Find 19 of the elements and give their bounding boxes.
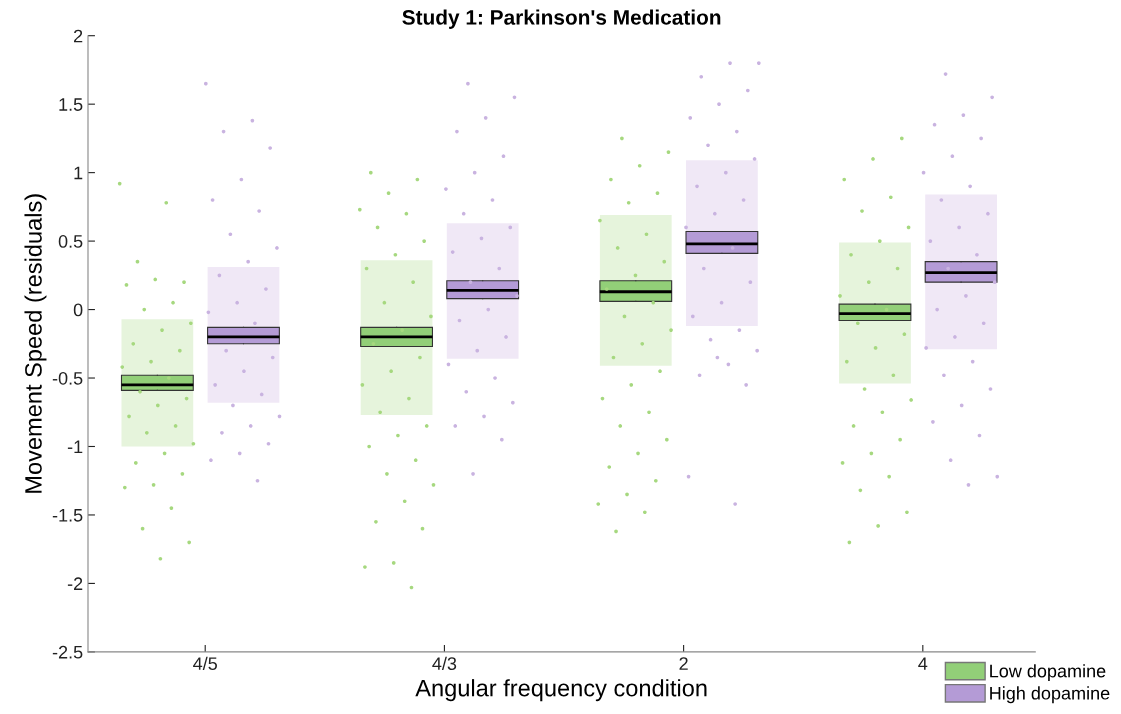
y-tick-label: -0.5 xyxy=(52,371,83,385)
y-axis-title: Movement Speed (residuals) xyxy=(24,194,47,493)
x-tick-label: 2 xyxy=(679,657,688,670)
y-tick-label: -1 xyxy=(67,440,83,454)
y-tick-label: 1.5 xyxy=(59,98,83,111)
y-tick-label: -2 xyxy=(67,577,83,590)
x-tick-label: 4/3 xyxy=(432,656,457,671)
x-tick-label: 4 xyxy=(918,657,928,670)
y-tick-label: -2.5 xyxy=(52,645,83,659)
y-tick-label: 1 xyxy=(74,166,83,180)
legend-label: High dopamine xyxy=(990,686,1110,704)
y-tick-label: 0.5 xyxy=(58,235,83,248)
x-axis-title: Angular frequency condition xyxy=(415,679,707,702)
chart-title: Study 1: Parkinson's Medication xyxy=(402,9,721,29)
x-tick-label: 4/5 xyxy=(193,656,217,671)
legend-label: Low dopamine xyxy=(990,664,1106,681)
y-tick-label: 2 xyxy=(74,29,83,43)
y-tick-label: 0 xyxy=(73,303,83,317)
y-tick-label: -1.5 xyxy=(52,509,83,522)
